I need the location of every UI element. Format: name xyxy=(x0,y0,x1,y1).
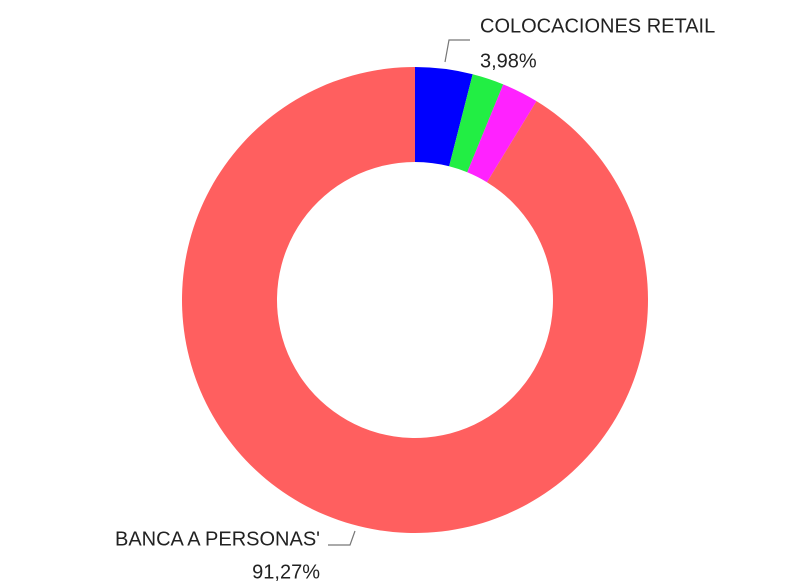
slice-label: COLOCACIONES RETAIL xyxy=(480,15,715,37)
slice-value-label: 91,27% xyxy=(252,561,320,583)
slice-value-label: 3,98% xyxy=(480,50,537,72)
leader-line xyxy=(444,39,470,63)
donut-slice xyxy=(182,67,649,533)
leader-line xyxy=(328,530,356,546)
donut-slice xyxy=(415,67,473,167)
donut-slice xyxy=(467,84,537,183)
slice-label: BANCA A PERSONAS' xyxy=(115,528,320,550)
donut xyxy=(182,67,649,533)
donut-slice xyxy=(449,74,504,173)
